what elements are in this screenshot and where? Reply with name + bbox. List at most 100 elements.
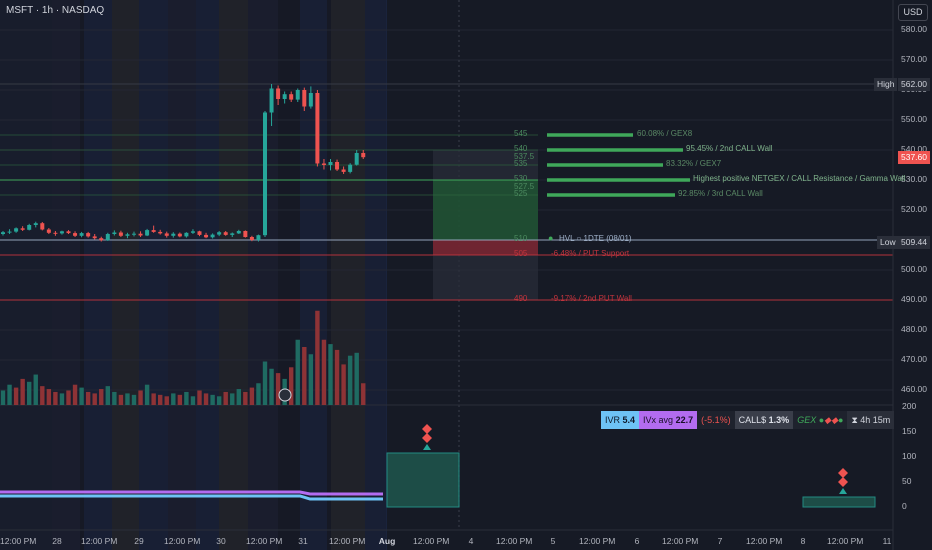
lower-tick-label: 200 [902, 401, 917, 411]
calls-value: 1.3% [768, 415, 790, 425]
y-tick-label: 550.00 [901, 114, 927, 124]
high-value: 562.00 [898, 78, 930, 91]
candle-body [223, 232, 228, 235]
candle-body [354, 153, 359, 165]
symbol-title[interactable]: MSFT · 1h · NASDAQ [6, 5, 105, 16]
volume-bar [210, 394, 215, 405]
y-tick-label: 470.00 [901, 354, 927, 364]
gex-box [386, 452, 460, 508]
zone-price-label: 510 [514, 234, 528, 243]
session-band [84, 0, 112, 550]
candle-body [20, 228, 25, 230]
ivx-change: (-5.1%) [697, 411, 735, 429]
x-tick-label: 12:00 PM [246, 536, 283, 546]
y-tick-label: 540.00 [901, 144, 927, 154]
gex-badge: GEX ●◆◆● [793, 411, 848, 429]
ivx-label: IVx avg [643, 415, 674, 425]
gex-zones [0, 83, 893, 300]
ivr-badge: IVR 5.4 [601, 411, 640, 429]
candle-body [335, 162, 340, 170]
lower-tick-label: 100 [902, 451, 917, 461]
session-band [168, 0, 196, 550]
ivr-value: 5.4 [622, 415, 636, 425]
zone-price-label: 535 [514, 159, 528, 168]
candle-body [230, 233, 235, 235]
candle-body [295, 90, 300, 100]
volume-bar [138, 390, 143, 405]
candle-body [321, 163, 326, 165]
session-band [139, 0, 168, 550]
volume-bar [197, 390, 202, 405]
x-tick-label: 12:00 PM [579, 536, 616, 546]
volume-bar [53, 391, 58, 405]
volume-bar [0, 390, 6, 405]
volume-bar [20, 378, 25, 405]
y-tick-label: 570.00 [901, 54, 927, 64]
volume-bar [27, 381, 32, 405]
hvl-dot-icon: ● [548, 233, 554, 243]
x-tick-label: 12:00 PM [164, 536, 201, 546]
candle-body [79, 233, 84, 236]
x-tick-label: 12:00 PM [413, 536, 450, 546]
volume-bar [105, 386, 110, 405]
gex-box [802, 496, 876, 508]
volume-bar [112, 391, 117, 405]
session-band [112, 0, 139, 550]
timer-badge: ⧗ 4h 15m [847, 411, 895, 429]
gex-level-label: Highest positive NETGEX / CALL Resistanc… [693, 174, 906, 183]
price-axis[interactable] [892, 0, 932, 550]
zone-red [433, 240, 538, 255]
volume-bar [262, 361, 268, 405]
zone-price-label: 540 [514, 144, 528, 153]
lower-panel [0, 424, 876, 508]
zone-price-label: 505 [514, 249, 528, 258]
session-band [219, 0, 248, 550]
candle-body [263, 112, 267, 236]
ivx-value: 22.7 [675, 415, 694, 425]
timer-value: 4h 15m [860, 415, 891, 425]
volume-bar [354, 352, 359, 405]
candle-body [236, 231, 241, 234]
candle-body [177, 233, 182, 237]
candle-body [269, 88, 274, 113]
volume-bar [236, 389, 241, 405]
zone-price-label: 490 [514, 294, 528, 303]
lower-tick-label: 0 [902, 501, 907, 511]
high-label: High [874, 78, 898, 91]
session-band [331, 0, 365, 550]
gex-label: GEX [797, 415, 817, 425]
volume-bar [295, 339, 300, 405]
candle-body [27, 225, 32, 230]
volume-bar [40, 386, 45, 405]
volume-bar [144, 384, 150, 405]
gex-level-label: 92.85% / 3rd CALL Wall [678, 189, 763, 198]
volume-bar [33, 374, 38, 405]
candles[interactable] [1, 84, 366, 242]
zone-price-label: 530 [514, 174, 528, 183]
red-diamond-icon [838, 477, 848, 487]
volume-bar [92, 393, 97, 405]
candle-body [40, 223, 45, 230]
candle-body [105, 234, 110, 241]
candle-body [328, 162, 333, 165]
candle-body [158, 231, 163, 234]
zone-price-label: 545 [514, 129, 528, 138]
currency-button[interactable]: USD [898, 4, 928, 21]
red-diamond-icon [422, 433, 432, 443]
volume-bar [125, 393, 130, 405]
volume-bar [59, 393, 65, 405]
volume-bar [341, 364, 346, 405]
volume-bar [13, 387, 19, 405]
volume-bar [85, 391, 91, 405]
low-label: Low [877, 235, 899, 249]
session-band [52, 0, 80, 550]
x-tick-label: 12:00 PM [746, 536, 783, 546]
ivx-badge: IVx avg 22.7 [639, 411, 698, 429]
y-tick-label: 520.00 [901, 204, 927, 214]
red-diamond-icon: ◆ [831, 415, 838, 425]
candle-body [151, 230, 156, 232]
red-diamond-icon [422, 424, 432, 434]
gex-level-lines [0, 133, 893, 301]
volume-bar [302, 347, 307, 405]
